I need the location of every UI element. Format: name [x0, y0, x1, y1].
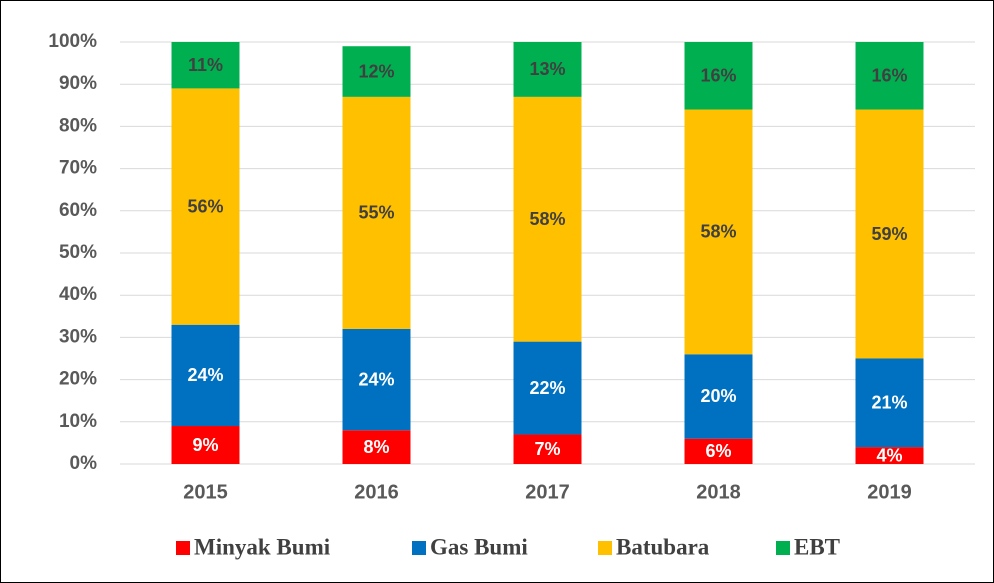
bar-segment — [684, 354, 753, 439]
legend-label: Batubara — [616, 534, 710, 559]
legend-label: EBT — [794, 534, 840, 559]
bar-segment — [171, 324, 240, 427]
bar-segment — [513, 42, 582, 97]
data-label: 16% — [871, 66, 907, 86]
data-label: 58% — [700, 222, 736, 242]
x-tick-label: 2016 — [354, 481, 399, 503]
bar-segment — [171, 42, 240, 89]
data-label: 55% — [358, 203, 394, 223]
bar-segment — [855, 358, 924, 448]
y-tick-label: 80% — [59, 115, 97, 136]
data-label: 11% — [188, 55, 223, 75]
legend-label: Gas Bumi — [430, 534, 528, 559]
bar-segment — [513, 434, 582, 464]
x-tick-label: 2017 — [525, 481, 570, 503]
legend-swatch — [412, 541, 426, 555]
y-tick-label: 50% — [59, 242, 97, 263]
y-tick-label: 100% — [48, 31, 97, 52]
data-label: 7% — [534, 439, 560, 459]
bar-segment — [684, 438, 753, 464]
data-label: 9% — [192, 435, 218, 455]
bar-segment — [513, 341, 582, 435]
y-tick-label: 10% — [59, 411, 97, 432]
bar-segment — [171, 426, 240, 464]
y-tick-label: 70% — [59, 158, 97, 179]
y-tick-label: 60% — [59, 200, 97, 221]
x-tick-label: 2015 — [183, 481, 228, 503]
bar-segment — [855, 42, 924, 110]
bar-segment — [513, 96, 582, 342]
bar-segment — [171, 88, 240, 325]
data-label: 16% — [700, 66, 736, 86]
data-label: 8% — [363, 437, 389, 457]
y-tick-label: 30% — [59, 326, 97, 347]
bar-segment — [342, 430, 411, 464]
legend-label: Minyak Bumi — [194, 534, 331, 559]
y-tick-label: 0% — [70, 453, 98, 474]
data-label: 56% — [187, 196, 223, 216]
bar-segment — [342, 96, 411, 329]
bar-segment — [342, 46, 411, 97]
bar-segment — [684, 42, 753, 110]
y-tick-label: 40% — [59, 284, 97, 305]
bar-segment — [684, 109, 753, 355]
data-label: 12% — [358, 61, 394, 81]
x-tick-label: 2018 — [696, 481, 741, 503]
y-tick-label: 20% — [59, 369, 97, 390]
legend-swatch — [176, 541, 190, 555]
data-label: 59% — [871, 224, 907, 244]
data-label: 21% — [871, 393, 907, 413]
legend-swatch — [776, 541, 790, 555]
legend-swatch — [598, 541, 612, 555]
bar-segment — [855, 109, 924, 359]
data-label: 22% — [529, 378, 565, 398]
data-label: 58% — [529, 209, 565, 229]
data-label: 24% — [358, 369, 394, 389]
x-tick-label: 2019 — [867, 481, 912, 503]
data-label: 6% — [705, 441, 731, 461]
bar-segment — [855, 447, 924, 464]
data-label: 24% — [187, 365, 223, 385]
data-label: 4% — [876, 445, 902, 465]
bar-segment — [342, 328, 411, 431]
data-label: 20% — [700, 386, 736, 406]
y-tick-label: 90% — [59, 73, 97, 94]
data-label: 13% — [529, 59, 565, 79]
